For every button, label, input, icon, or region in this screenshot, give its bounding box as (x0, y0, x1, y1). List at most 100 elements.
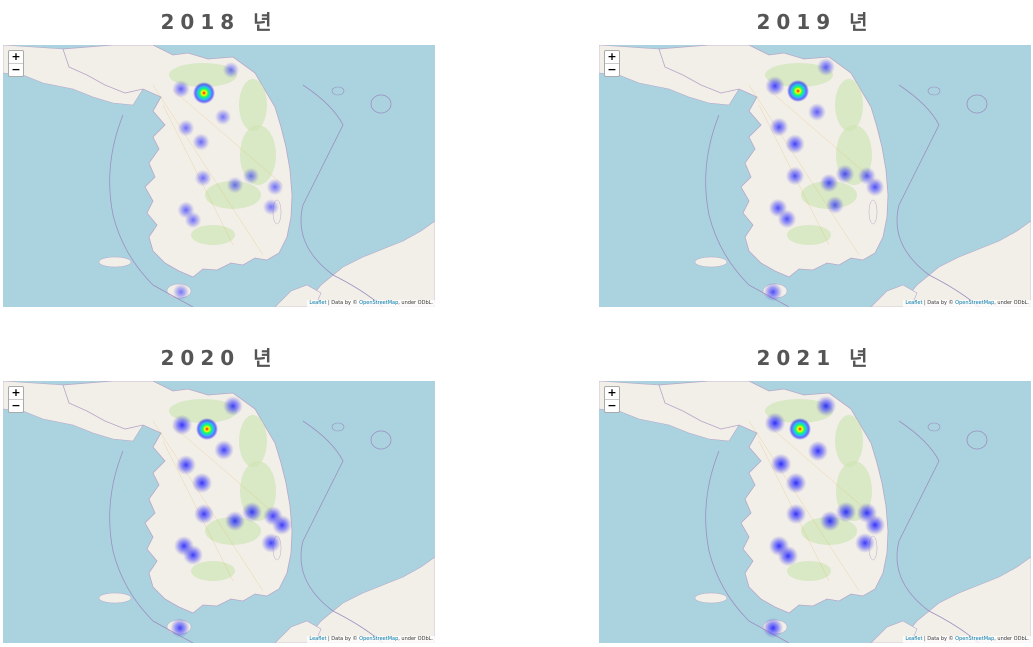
map-canvas (599, 45, 1031, 307)
heat-point (214, 108, 232, 126)
heat-point (817, 58, 835, 76)
license-text: , under ODbL. (994, 300, 1029, 306)
osm-link[interactable]: OpenStreetMap (955, 300, 995, 306)
heat-point (769, 117, 789, 137)
zoom-control: + − (604, 386, 620, 413)
island (98, 256, 132, 268)
heat-point (242, 502, 262, 522)
zoom-out-button[interactable]: − (11, 63, 21, 76)
heat-point (764, 412, 786, 434)
territorial-circle (966, 94, 988, 114)
heat-point (261, 533, 281, 553)
heatmap-map[interactable]: + − Leaflet | Data by © OpenStreetMap, u… (599, 381, 1031, 643)
forest-area (205, 181, 261, 209)
heat-point (835, 164, 855, 184)
leaflet-link[interactable]: Leaflet (905, 300, 923, 306)
japan-land (302, 556, 435, 643)
license-text: , under ODbL. (398, 300, 433, 306)
heat-point (815, 395, 837, 417)
south-korea-land (62, 45, 293, 278)
heat-point (762, 617, 784, 639)
heat-point (835, 501, 857, 523)
map-canvas (3, 381, 435, 643)
heat-point (765, 76, 785, 96)
south-korea-land (658, 381, 889, 614)
heat-point (176, 455, 196, 475)
panel-title: 2019 년 (756, 10, 874, 34)
zoom-in-button[interactable]: + (9, 51, 23, 64)
panel-title: 2021 년 (756, 346, 874, 370)
heat-point (242, 167, 260, 185)
panel-title: 2020 년 (160, 346, 278, 370)
sea-boundary-line (896, 84, 980, 307)
heat-point (262, 198, 280, 216)
heat-point (864, 514, 886, 536)
zoom-in-button[interactable]: + (605, 51, 619, 64)
heat-point (172, 283, 190, 301)
heatmap-map[interactable]: + − Leaflet | Data by © OpenStreetMap, u… (3, 381, 435, 643)
heat-point (819, 173, 839, 193)
heat-point (770, 453, 792, 475)
heat-point (194, 504, 214, 524)
forest-area (169, 63, 237, 87)
sea-boundary-line (300, 84, 384, 307)
sea-boundary-line (300, 420, 384, 643)
attribution-text: | Data by © (326, 300, 360, 306)
heat-point (865, 177, 885, 197)
heat-point (266, 178, 284, 196)
leaflet-link[interactable]: Leaflet (309, 300, 327, 306)
map-attribution: Leaflet | Data by © OpenStreetMap, under… (307, 300, 435, 307)
heat-point (763, 282, 783, 302)
heat-point (192, 133, 210, 151)
forest-area (787, 561, 831, 581)
island (868, 199, 878, 225)
zoom-out-button[interactable]: − (607, 63, 617, 76)
forest-area (191, 225, 235, 245)
osm-link[interactable]: OpenStreetMap (359, 300, 399, 306)
sea-boundary-line (109, 114, 194, 307)
license-text: , under ODbL. (994, 636, 1029, 642)
japan-land (898, 220, 1031, 307)
zoom-in-button[interactable]: + (605, 387, 619, 400)
heat-point (808, 103, 826, 121)
heat-point (191, 472, 213, 494)
heat-point (785, 166, 805, 186)
heat-point (223, 396, 243, 416)
south-korea-land (62, 381, 293, 614)
attribution-text: | Data by © (922, 300, 956, 306)
territorial-circle (927, 86, 941, 96)
heat-point (226, 176, 244, 194)
forest-area (205, 517, 261, 545)
road-line (172, 425, 284, 522)
sea-boundary-line (705, 114, 790, 307)
zoom-out-button[interactable]: − (11, 399, 21, 412)
heat-point (193, 82, 215, 104)
japan-land (898, 556, 1031, 643)
zoom-in-button[interactable]: + (9, 387, 23, 400)
heat-point (785, 134, 805, 154)
heat-point (826, 196, 844, 214)
osm-link[interactable]: OpenStreetMap (955, 636, 995, 642)
forest-area (787, 225, 831, 245)
island (694, 256, 728, 268)
map-canvas (3, 45, 435, 307)
forest-area (835, 415, 863, 467)
heat-point (183, 545, 203, 565)
heatmap-map[interactable]: + − Leaflet | Data by © OpenStreetMap, u… (3, 45, 435, 307)
sea-boundary-line (896, 420, 980, 643)
heat-point (170, 618, 190, 638)
heat-point (272, 515, 292, 535)
forest-area (835, 79, 863, 131)
island (694, 592, 728, 604)
sea-boundary-line (705, 450, 790, 643)
heat-point (807, 440, 829, 462)
territorial-circle (370, 430, 392, 450)
heat-point (196, 418, 218, 440)
heatmap-map[interactable]: + − Leaflet | Data by © OpenStreetMap, u… (599, 45, 1031, 307)
leaflet-link[interactable]: Leaflet (905, 636, 923, 642)
road-line (748, 420, 860, 592)
license-text: , under ODbL. (398, 636, 433, 642)
osm-link[interactable]: OpenStreetMap (359, 636, 399, 642)
zoom-out-button[interactable]: − (607, 399, 617, 412)
leaflet-link[interactable]: Leaflet (309, 636, 327, 642)
